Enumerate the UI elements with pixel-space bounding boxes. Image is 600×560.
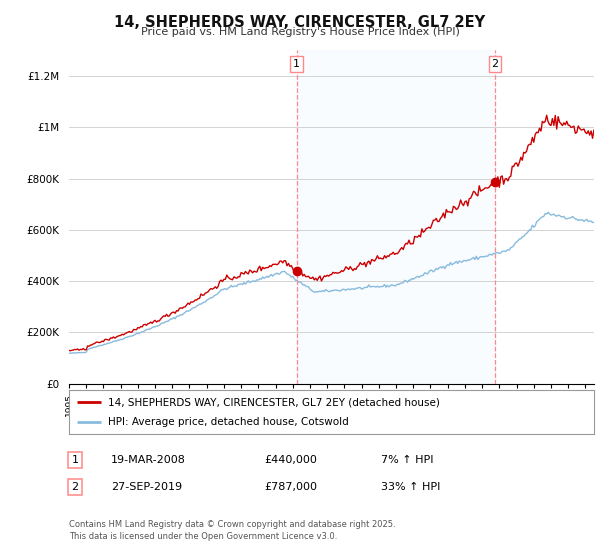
Text: 14, SHEPHERDS WAY, CIRENCESTER, GL7 2EY: 14, SHEPHERDS WAY, CIRENCESTER, GL7 2EY [115,15,485,30]
Text: 1: 1 [71,455,79,465]
Text: Contains HM Land Registry data © Crown copyright and database right 2025.: Contains HM Land Registry data © Crown c… [69,520,395,529]
Text: 19-MAR-2008: 19-MAR-2008 [111,455,186,465]
Text: 27-SEP-2019: 27-SEP-2019 [111,482,182,492]
Text: 1: 1 [293,59,300,69]
Text: 2: 2 [71,482,79,492]
Bar [296,50,495,384]
Text: 14, SHEPHERDS WAY, CIRENCESTER, GL7 2EY (detached house): 14, SHEPHERDS WAY, CIRENCESTER, GL7 2EY … [109,397,440,407]
Text: Price paid vs. HM Land Registry's House Price Index (HPI): Price paid vs. HM Land Registry's House … [140,27,460,37]
Text: £787,000: £787,000 [264,482,317,492]
Text: 2: 2 [491,59,499,69]
Text: 33% ↑ HPI: 33% ↑ HPI [381,482,440,492]
Text: This data is licensed under the Open Government Licence v3.0.: This data is licensed under the Open Gov… [69,532,337,541]
Text: 7% ↑ HPI: 7% ↑ HPI [381,455,433,465]
Text: HPI: Average price, detached house, Cotswold: HPI: Average price, detached house, Cots… [109,417,349,427]
Text: £440,000: £440,000 [264,455,317,465]
